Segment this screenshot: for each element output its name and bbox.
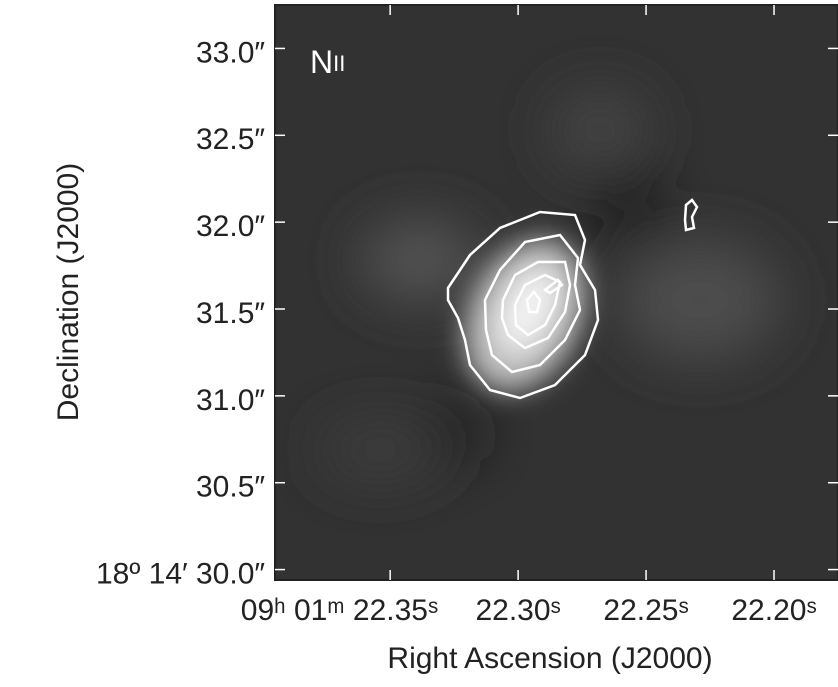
y-tick-label: 32.0″ bbox=[196, 210, 265, 243]
x-tick-label: 09ʰ 01ᵐ 22.35ˢ bbox=[241, 594, 438, 627]
chart: NII Declination (J2000) Right Ascension … bbox=[0, 0, 838, 687]
x-tick-label: 22.25ˢ bbox=[603, 594, 688, 627]
image bbox=[275, 5, 838, 580]
y-tick-label: 31.5″ bbox=[196, 297, 265, 330]
y-tick-label: 18º 14′ 30.0″ bbox=[96, 557, 265, 590]
x-axis-label: Right Ascension (J2000) bbox=[387, 642, 712, 675]
y-tick-label: 33.0″ bbox=[196, 36, 265, 69]
annotation-text: N bbox=[310, 44, 333, 80]
x-tick-label: 22.30ˢ bbox=[475, 594, 560, 627]
x-tick-label: 22.20ˢ bbox=[731, 594, 816, 627]
y-tick-label: 32.5″ bbox=[196, 123, 265, 156]
y-axis-label: Declination (J2000) bbox=[52, 163, 85, 421]
y-tick-label: 30.5″ bbox=[196, 471, 265, 504]
annotation: NII bbox=[310, 44, 345, 80]
annotation-small: II bbox=[333, 51, 345, 76]
y-tick-label: 31.0″ bbox=[196, 384, 265, 417]
